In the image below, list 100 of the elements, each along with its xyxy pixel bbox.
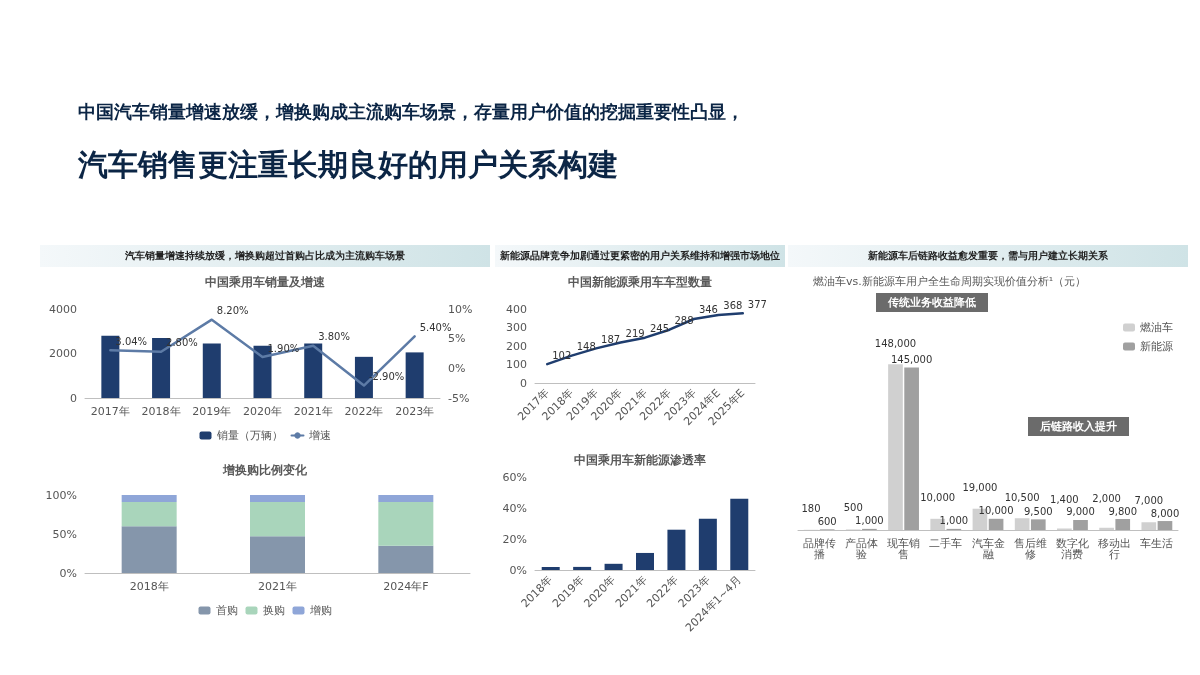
x-tick-label: 现车销售 (887, 537, 921, 561)
y2-tick-label: 5% (448, 332, 466, 346)
data-label: 102 (552, 349, 572, 361)
chart-title: 中国乘用车销量及增速 (205, 275, 326, 289)
bar (378, 502, 434, 546)
legend-label: 首购 (215, 604, 238, 617)
bar (698, 518, 717, 570)
bar (667, 529, 686, 570)
bar (604, 563, 623, 570)
x-tick-label: 2023年 (395, 405, 435, 418)
data-label: 10,000 (978, 505, 1014, 517)
bar (250, 502, 305, 537)
line-series (109, 318, 416, 387)
chart-subtitle: 新能源车后链路收益愈发重要，需与用户建立长期关系 (788, 245, 1188, 267)
text: 传统业务收益降低 (887, 296, 976, 309)
y-tick-label: 4000 (49, 302, 77, 316)
y2-tick-label: 0% (448, 361, 466, 375)
chart-title: 燃油车vs.新能源车用户全生命周期实现价值分析¹（元） (813, 275, 1087, 288)
y-tick-label: 200 (506, 339, 527, 353)
bar (121, 526, 177, 573)
y-tick-label: 40% (502, 501, 527, 515)
legend-label: 增购 (308, 604, 332, 617)
data-label: 3.80% (318, 331, 350, 343)
bar (636, 552, 654, 570)
y-tick-label: 60% (502, 470, 527, 484)
data-label: 19,000 (962, 482, 998, 494)
data-label: 187 (601, 333, 621, 345)
annotation: 后链路收入提升 (1039, 420, 1117, 433)
data-label: 9,000 (1066, 506, 1095, 518)
text: 中国汽车销量增速放缓，增换购成主流购车场景，存量用户价值的挖掘重要性凸显， (78, 100, 744, 124)
bar (888, 364, 903, 530)
bar (1115, 519, 1131, 530)
bar (1030, 519, 1046, 530)
y2-tick-label: 10% (448, 302, 473, 316)
y-tick-label: 400 (506, 302, 527, 316)
x-tick-label: 2021年 (258, 580, 297, 593)
bar (121, 502, 177, 527)
data-label: 500 (843, 502, 863, 514)
x-tick-label: 产品体验 (844, 537, 878, 561)
legend-label: 销量（万辆） (215, 429, 283, 442)
legend-label: 燃油车 (1140, 321, 1173, 334)
data-label: 148,000 (874, 337, 917, 349)
data-label: 10,500 (1004, 491, 1040, 503)
x-tick-label: 2017年 (90, 405, 130, 418)
data-label: 1,000 (855, 515, 884, 527)
line-series (545, 312, 745, 366)
x-tick-label: 2020年 (243, 405, 282, 418)
x-tick-label: 2019年 (192, 405, 232, 418)
bar (730, 498, 749, 570)
data-label: 600 (817, 515, 837, 527)
x-tick-label: 售后维修 (1013, 537, 1047, 561)
chart-title: 增换购比例变化 (222, 463, 308, 477)
bar (1157, 521, 1173, 530)
legend-label: 增速 (307, 429, 331, 442)
y-tick-label: 0% (509, 563, 527, 577)
bar (1014, 518, 1030, 530)
data-label: 145,000 (890, 354, 933, 366)
data-label: 2,000 (1092, 492, 1121, 504)
data-label: 180 (801, 502, 821, 514)
y-tick-label: 0 (520, 376, 527, 390)
data-label: 245 (650, 323, 670, 335)
x-tick-label: 车生活 (1140, 537, 1174, 550)
bar (1073, 519, 1088, 530)
data-label: 7,000 (1134, 494, 1164, 506)
y-tick-label: 20% (502, 532, 527, 546)
legend-label: 新能源 (1140, 340, 1173, 353)
data-label: 5.40% (419, 321, 452, 333)
legend-label: 换购 (262, 604, 285, 617)
bar (121, 495, 177, 503)
y-tick-label: 0% (59, 566, 77, 580)
x-tick-label: 数字化消费 (1055, 537, 1089, 561)
data-label: 368 (723, 300, 743, 312)
data-label: 9,800 (1108, 505, 1138, 517)
x-tick-label: 2021年 (293, 405, 333, 418)
data-label: 10,000 (920, 492, 956, 504)
bar (573, 566, 592, 570)
y-tick-label: 100 (506, 358, 527, 371)
bar (541, 566, 560, 570)
y-tick-label: 100% (45, 488, 77, 502)
y-tick-label: 300 (506, 321, 527, 334)
bar (250, 536, 305, 573)
data-label: 9,500 (1023, 505, 1053, 517)
data-label: 377 (747, 298, 767, 310)
chart-title: 中国乘用车新能源渗透率 (574, 453, 706, 467)
bar (202, 343, 221, 398)
y2-tick-label: -5% (448, 391, 470, 405)
data-label: 1,400 (1050, 493, 1079, 505)
bar (988, 518, 1004, 530)
x-tick-label: 汽车金融 (971, 537, 1005, 561)
x-tick-label: 2024年F (383, 580, 429, 593)
chart-subtitle: 汽车销量增速持续放缓，增换购超过首购占比成为主流购车场景 (40, 245, 490, 267)
data-label: 148 (576, 341, 596, 353)
x-tick-label: 品牌传播 (802, 537, 836, 561)
text: 汽车销售更注重长期良好的用户关系构建 (78, 146, 618, 184)
data-label: 8.20% (216, 305, 249, 317)
bar (1141, 522, 1157, 530)
chart-subtitle: 新能源品牌竞争加剧通过更紧密的用户关系维持和增强市场地位 (495, 245, 785, 267)
y-tick-label: 0 (70, 391, 77, 405)
data-label: 219 (625, 327, 645, 339)
bar (378, 545, 434, 573)
